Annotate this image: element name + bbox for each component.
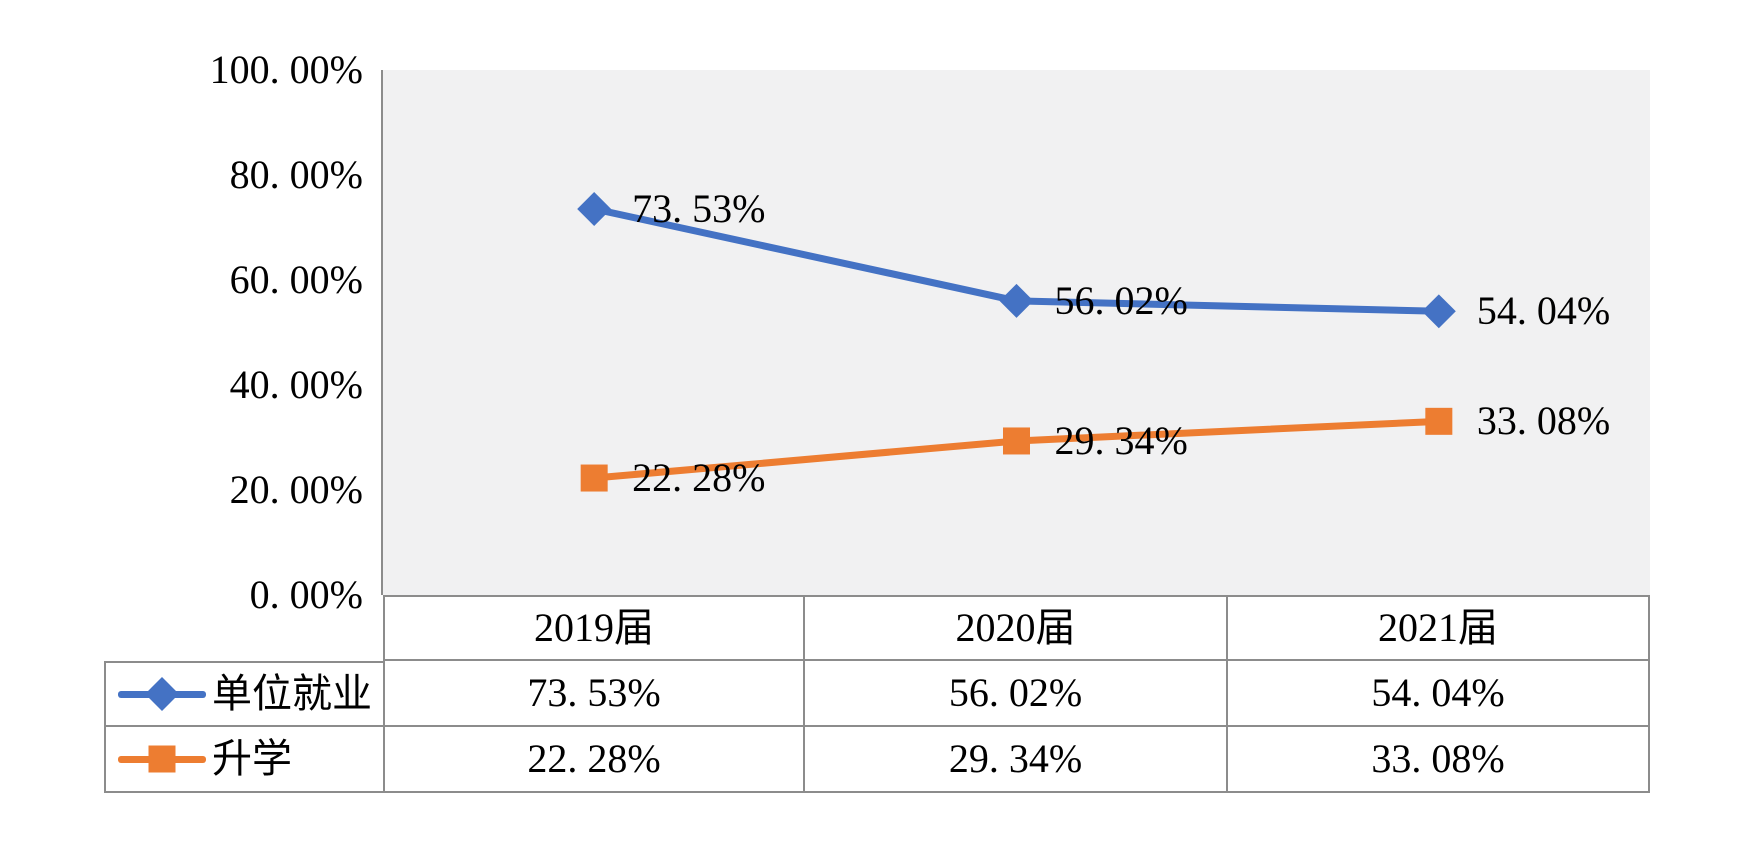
table-cell-employment-2019: 73. 53% [383,661,805,727]
data-label: 29. 34% [1054,417,1188,463]
legend-item-employment: 单位就业 [104,661,383,727]
y-tick-label: 100. 00% [209,47,363,92]
y-tick-label: 80. 00% [229,152,363,197]
square-marker-icon [580,464,608,492]
square-marker-icon [148,745,176,773]
legend-label-employment: 单位就业 [212,671,372,716]
table-header-col3: 2021届 [1228,595,1650,661]
legend-label-further-study: 升学 [212,736,292,781]
data-label: 22. 28% [632,455,766,501]
y-axis-line [381,70,383,595]
square-marker-icon [1003,427,1030,455]
square-marker-icon [1425,407,1453,435]
data-table: 2019届 2020届 2021届 单位就业 73. 53% 56. 02% 5… [104,595,1650,793]
legend-marker-employment [118,674,206,714]
data-label: 73. 53% [632,185,766,231]
y-tick-label: 20. 00% [229,467,363,512]
plot-area [383,70,1650,595]
data-label: 33. 08% [1476,398,1611,444]
diamond-marker-icon [145,677,179,711]
table-cell-study-2021: 33. 08% [1228,727,1650,793]
table-header-col2: 2020届 [805,595,1228,661]
data-label: 54. 04% [1476,288,1611,334]
table-cell-study-2019: 22. 28% [383,727,805,793]
data-label: 56. 02% [1054,277,1188,323]
y-tick-label: 0. 00% [249,572,363,617]
diamond-marker-icon [577,191,612,226]
table-cell-study-2020: 29. 34% [805,727,1228,793]
diamond-marker-icon [1421,294,1456,329]
legend-item-further-study: 升学 [104,727,383,793]
table-corner-spacer [104,595,383,661]
legend-marker-further-study [118,739,206,779]
y-tick-label: 60. 00% [229,257,363,302]
y-tick-label: 40. 00% [229,362,363,407]
table-cell-employment-2020: 56. 02% [805,661,1228,727]
diamond-marker-icon [999,283,1034,318]
table-header-col1: 2019届 [383,595,805,661]
table-cell-employment-2021: 54. 04% [1228,661,1650,727]
